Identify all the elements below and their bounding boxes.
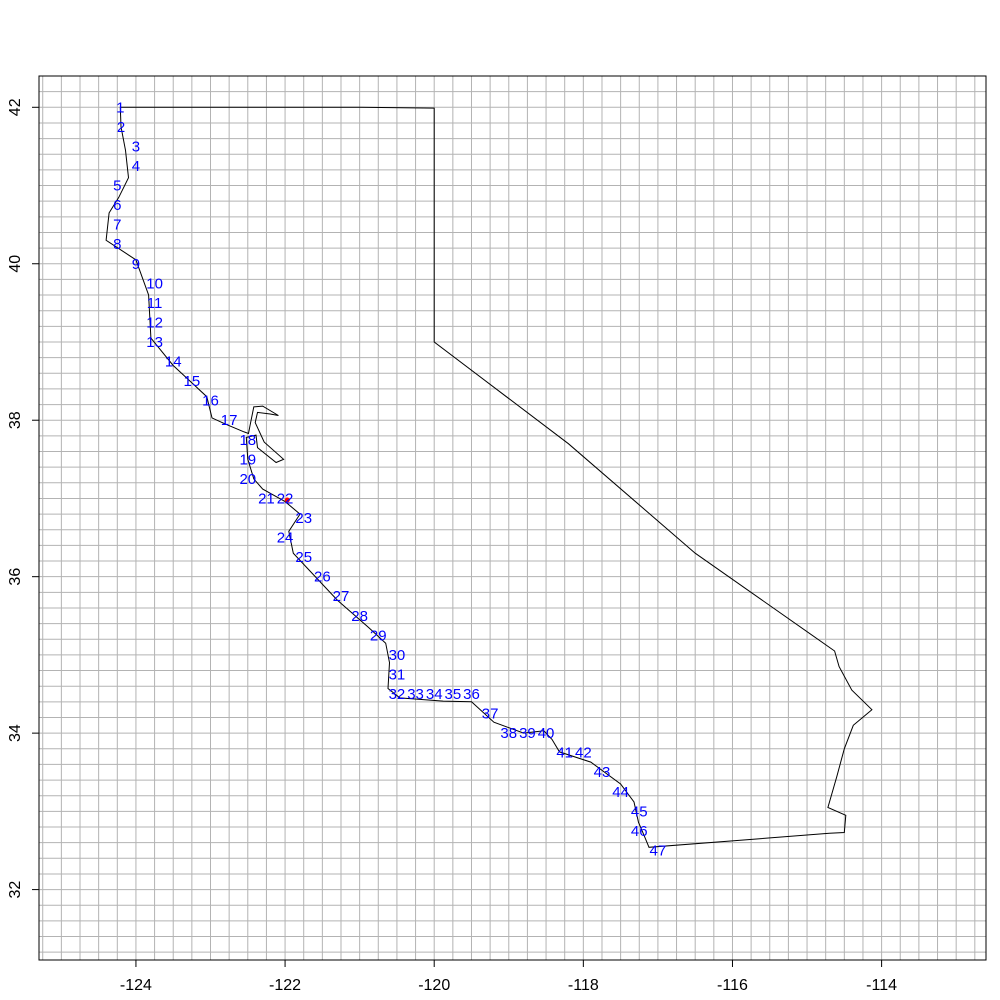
- point-label: 3: [132, 138, 140, 155]
- point-label: 7: [113, 217, 121, 234]
- point-label: 15: [184, 373, 201, 390]
- x-tick-label: -122: [269, 977, 301, 994]
- point-label: 44: [612, 784, 629, 801]
- state-outline: [105, 106, 873, 848]
- point-label: 16: [202, 393, 219, 410]
- point-label: 6: [113, 197, 121, 214]
- point-label: 27: [333, 588, 350, 605]
- y-tick-label: 34: [7, 724, 24, 742]
- point-label: 21: [258, 490, 275, 507]
- point-label: 45: [631, 803, 648, 820]
- point-label: 47: [650, 842, 667, 859]
- point-label: 11: [147, 295, 163, 312]
- y-axis: 32 34 36 38 40 42: [7, 98, 40, 899]
- point-label: 34: [426, 686, 443, 703]
- point-label: 36: [463, 686, 480, 703]
- point-label: 30: [389, 647, 406, 664]
- point-label: 9: [132, 256, 140, 273]
- point-label: 1: [116, 99, 124, 116]
- point-label: 18: [239, 432, 256, 449]
- point-label: 4: [132, 158, 140, 175]
- point-label: 33: [407, 686, 424, 703]
- point-label: 12: [146, 314, 163, 331]
- point-label: 35: [445, 686, 462, 703]
- y-tick-label: 36: [7, 568, 24, 586]
- x-tick-label: -116: [717, 977, 748, 994]
- point-label: 2: [117, 119, 125, 136]
- x-tick-label: -120: [418, 977, 450, 994]
- point-label: 40: [538, 725, 555, 742]
- point-label: 5: [113, 178, 121, 195]
- y-tick-label: 42: [7, 98, 24, 116]
- point-label: 13: [146, 334, 163, 351]
- point-label: 29: [370, 627, 387, 644]
- x-tick-label: -114: [866, 977, 897, 994]
- point-label: 24: [277, 530, 294, 547]
- point-label: 41: [556, 745, 573, 762]
- x-tick-label: -124: [120, 977, 152, 994]
- y-tick-label: 32: [7, 881, 24, 899]
- point-label: 25: [295, 549, 312, 566]
- x-tick-label: -118: [568, 977, 599, 994]
- point-label: 23: [295, 510, 312, 527]
- point-label: 39: [519, 725, 536, 742]
- x-axis: -124 -122 -120 -118 -116 -114: [120, 959, 897, 994]
- point-label: 8: [113, 236, 121, 253]
- point-label: 10: [146, 275, 163, 292]
- highlight-markers: [284, 497, 290, 503]
- point-label: 14: [165, 354, 182, 371]
- point-label: 19: [239, 451, 256, 468]
- point-label: 46: [631, 823, 648, 840]
- grid-lines: [39, 75, 986, 960]
- point-label: 32: [389, 686, 406, 703]
- highlight-marker: [284, 497, 290, 503]
- point-label: 31: [389, 666, 406, 683]
- point-label: 22: [277, 490, 294, 507]
- point-label: 38: [500, 725, 517, 742]
- point-label: 28: [351, 608, 368, 625]
- point-label: 20: [239, 471, 256, 488]
- point-label: 42: [575, 745, 592, 762]
- point-label: 43: [594, 764, 611, 781]
- point-label: 17: [221, 412, 238, 429]
- y-tick-label: 40: [7, 255, 24, 273]
- y-tick-label: 38: [7, 411, 24, 429]
- point-label: 37: [482, 706, 499, 723]
- point-label: 26: [314, 569, 331, 586]
